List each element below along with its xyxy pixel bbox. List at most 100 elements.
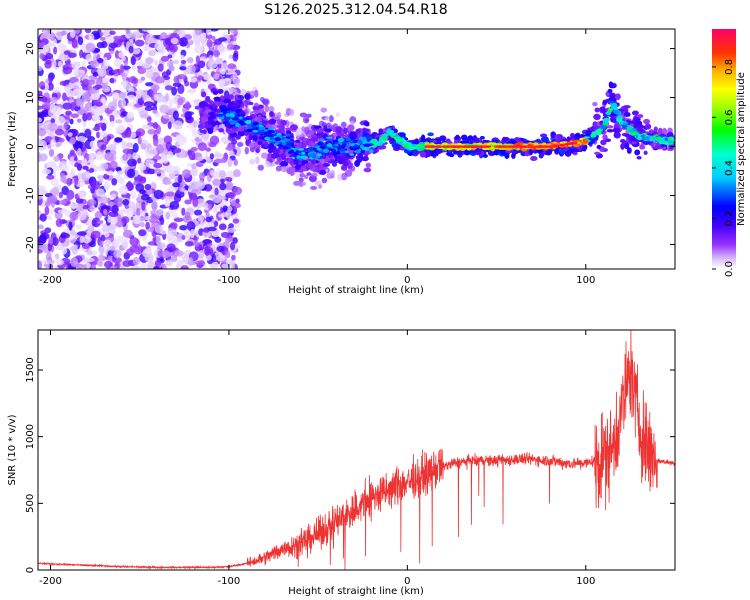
spectrogram-cell xyxy=(199,32,207,38)
spectrogram-cell xyxy=(112,92,120,97)
spectrogram-cell xyxy=(206,127,212,132)
spectrogram-cell xyxy=(141,124,152,129)
spectrogram-cell xyxy=(38,111,47,117)
spectrogram-cell xyxy=(455,134,460,141)
spectrogram-cell xyxy=(109,245,116,252)
spectrogram-cell xyxy=(66,177,72,187)
spectrogram-cell xyxy=(111,204,119,214)
spectrogram-cell xyxy=(301,126,306,132)
spectrogram-cell xyxy=(363,155,369,162)
spectrogram-cell xyxy=(126,207,134,218)
spectrogram-data xyxy=(38,29,675,269)
spectrogram-cell xyxy=(216,254,226,262)
spectrogram-cell xyxy=(180,54,185,60)
spectrogram-cell xyxy=(147,261,156,269)
spectrogram-cell xyxy=(38,117,42,123)
spectrogram-cell xyxy=(613,131,621,139)
spectrogram-cell xyxy=(613,126,620,134)
spectrogram-cell xyxy=(147,168,156,175)
spectrogram-cell xyxy=(88,33,95,42)
spectrogram-cell xyxy=(97,122,104,128)
spectrogram-cell xyxy=(212,90,219,95)
spectrogram-cell xyxy=(429,151,437,157)
spectrogram-cell xyxy=(159,104,170,114)
spectrogram-cell xyxy=(626,147,632,154)
spectrogram-cell xyxy=(137,67,147,75)
spectrogram-cell xyxy=(234,97,242,101)
spectrogram-cell xyxy=(216,63,223,69)
spectrogram-cell xyxy=(216,168,221,173)
spectrogram-cell xyxy=(52,87,61,93)
spectrogram-cell xyxy=(166,151,174,159)
spectrogram-cell xyxy=(123,59,129,66)
spectrogram-cell xyxy=(541,136,549,143)
spectrogram-cell xyxy=(109,160,118,170)
spectrogram-cell xyxy=(121,140,127,150)
spectrogram-cell xyxy=(167,168,173,175)
spectrogram-cell xyxy=(207,226,217,232)
spectrogram-cell xyxy=(130,33,136,40)
spectrogram-cell xyxy=(87,79,96,85)
spectrogram-cell xyxy=(214,153,224,158)
spectrogram-cell xyxy=(61,246,68,255)
spectrogram-cell xyxy=(296,127,303,136)
spectrogram-cell xyxy=(50,118,56,124)
spectrogram-cell xyxy=(57,60,63,68)
spectrogram-cell xyxy=(244,93,251,100)
spectrogram-cell xyxy=(280,119,287,126)
spectrogram-cell xyxy=(98,253,104,263)
spectrogram-cell xyxy=(214,236,222,243)
spectrogram-cell xyxy=(268,106,275,113)
spectrogram-cell xyxy=(165,141,172,151)
spectrogram-cell xyxy=(668,143,675,149)
spectrogram-cell xyxy=(311,134,318,139)
spectrogram-cell xyxy=(334,155,341,159)
spectrogram-cell xyxy=(212,178,222,186)
spectrogram-cell xyxy=(115,261,121,269)
spectrogram-cell xyxy=(554,134,562,142)
spectrogram-cell xyxy=(200,116,209,123)
spectrogram-cell xyxy=(136,93,142,99)
spectrogram-cell xyxy=(347,124,355,132)
spectrogram-cell xyxy=(298,177,304,183)
spectrogram-cell xyxy=(73,68,79,77)
spectrogram-cell xyxy=(138,176,147,184)
spectrogram-cell xyxy=(76,99,85,106)
spectrogram-cell xyxy=(230,200,238,207)
spectrogram-cell xyxy=(169,222,178,230)
spectrogram-cell xyxy=(236,142,244,147)
spectrogram-cell xyxy=(176,73,187,80)
spectrogram-cell xyxy=(260,152,269,159)
spectrogram-cell xyxy=(220,95,225,101)
spectrogram-cell xyxy=(73,156,78,162)
spectrogram-cell xyxy=(414,138,419,146)
spectrogram-cell xyxy=(184,101,191,111)
spectrogram-cell xyxy=(609,83,617,89)
spectrogram-cell xyxy=(365,162,371,168)
spectrogram-cell xyxy=(57,209,66,214)
spectrogram-cell xyxy=(101,41,108,49)
spectrogram-cell xyxy=(130,189,137,200)
spectrogram-cell xyxy=(130,265,141,269)
spectrogram-cell xyxy=(103,56,108,66)
spectrogram-cell xyxy=(89,87,96,95)
spectrogram-cell xyxy=(310,185,318,190)
spectrogram-cell xyxy=(176,237,183,243)
spectrogram-cell xyxy=(55,142,61,148)
spectrogram-cell xyxy=(184,199,192,205)
spectrogram-cell xyxy=(457,151,463,157)
spectrogram-cell xyxy=(44,201,51,207)
spectrogram-cell xyxy=(147,129,157,135)
spectrogram-cell xyxy=(141,201,146,211)
spectrogram-cell xyxy=(631,110,639,116)
spectrogram-cell xyxy=(179,186,186,193)
spectrogram-cell xyxy=(592,102,598,107)
spectrogram-cell xyxy=(150,209,157,215)
spectrogram-cell xyxy=(174,250,184,257)
spectrogram-cell xyxy=(211,35,216,41)
spectrogram-cell xyxy=(128,45,134,54)
spectrogram-cell xyxy=(84,128,92,139)
spectrogram-cell xyxy=(69,118,74,125)
spectrogram-cell xyxy=(482,154,488,158)
spectrogram-cell xyxy=(269,111,274,117)
